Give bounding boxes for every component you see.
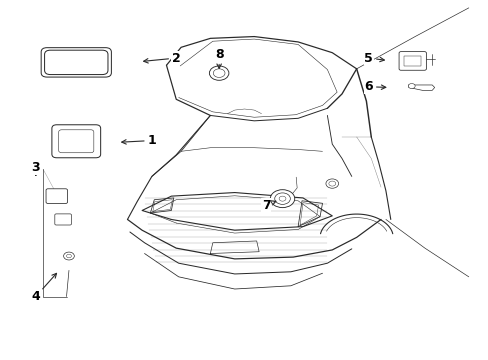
Text: 8: 8 — [214, 48, 223, 68]
Circle shape — [274, 193, 290, 204]
FancyBboxPatch shape — [44, 50, 108, 75]
FancyBboxPatch shape — [404, 55, 420, 66]
Circle shape — [213, 69, 224, 77]
Text: 6: 6 — [364, 80, 385, 93]
Text: 7: 7 — [262, 199, 275, 212]
Circle shape — [270, 190, 294, 208]
Text: 5: 5 — [364, 51, 384, 64]
Circle shape — [407, 84, 414, 89]
Text: 3: 3 — [31, 161, 40, 175]
FancyBboxPatch shape — [55, 214, 71, 225]
Text: 2: 2 — [143, 51, 180, 64]
Circle shape — [66, 254, 71, 258]
Circle shape — [209, 66, 228, 80]
FancyBboxPatch shape — [52, 125, 101, 158]
FancyBboxPatch shape — [59, 130, 94, 153]
Circle shape — [328, 181, 335, 186]
FancyBboxPatch shape — [41, 48, 111, 77]
Circle shape — [279, 196, 285, 201]
Circle shape — [325, 179, 338, 188]
Circle shape — [63, 252, 74, 260]
FancyBboxPatch shape — [46, 189, 67, 203]
Text: 1: 1 — [122, 134, 156, 147]
Text: 4: 4 — [31, 273, 57, 303]
FancyBboxPatch shape — [398, 51, 426, 70]
